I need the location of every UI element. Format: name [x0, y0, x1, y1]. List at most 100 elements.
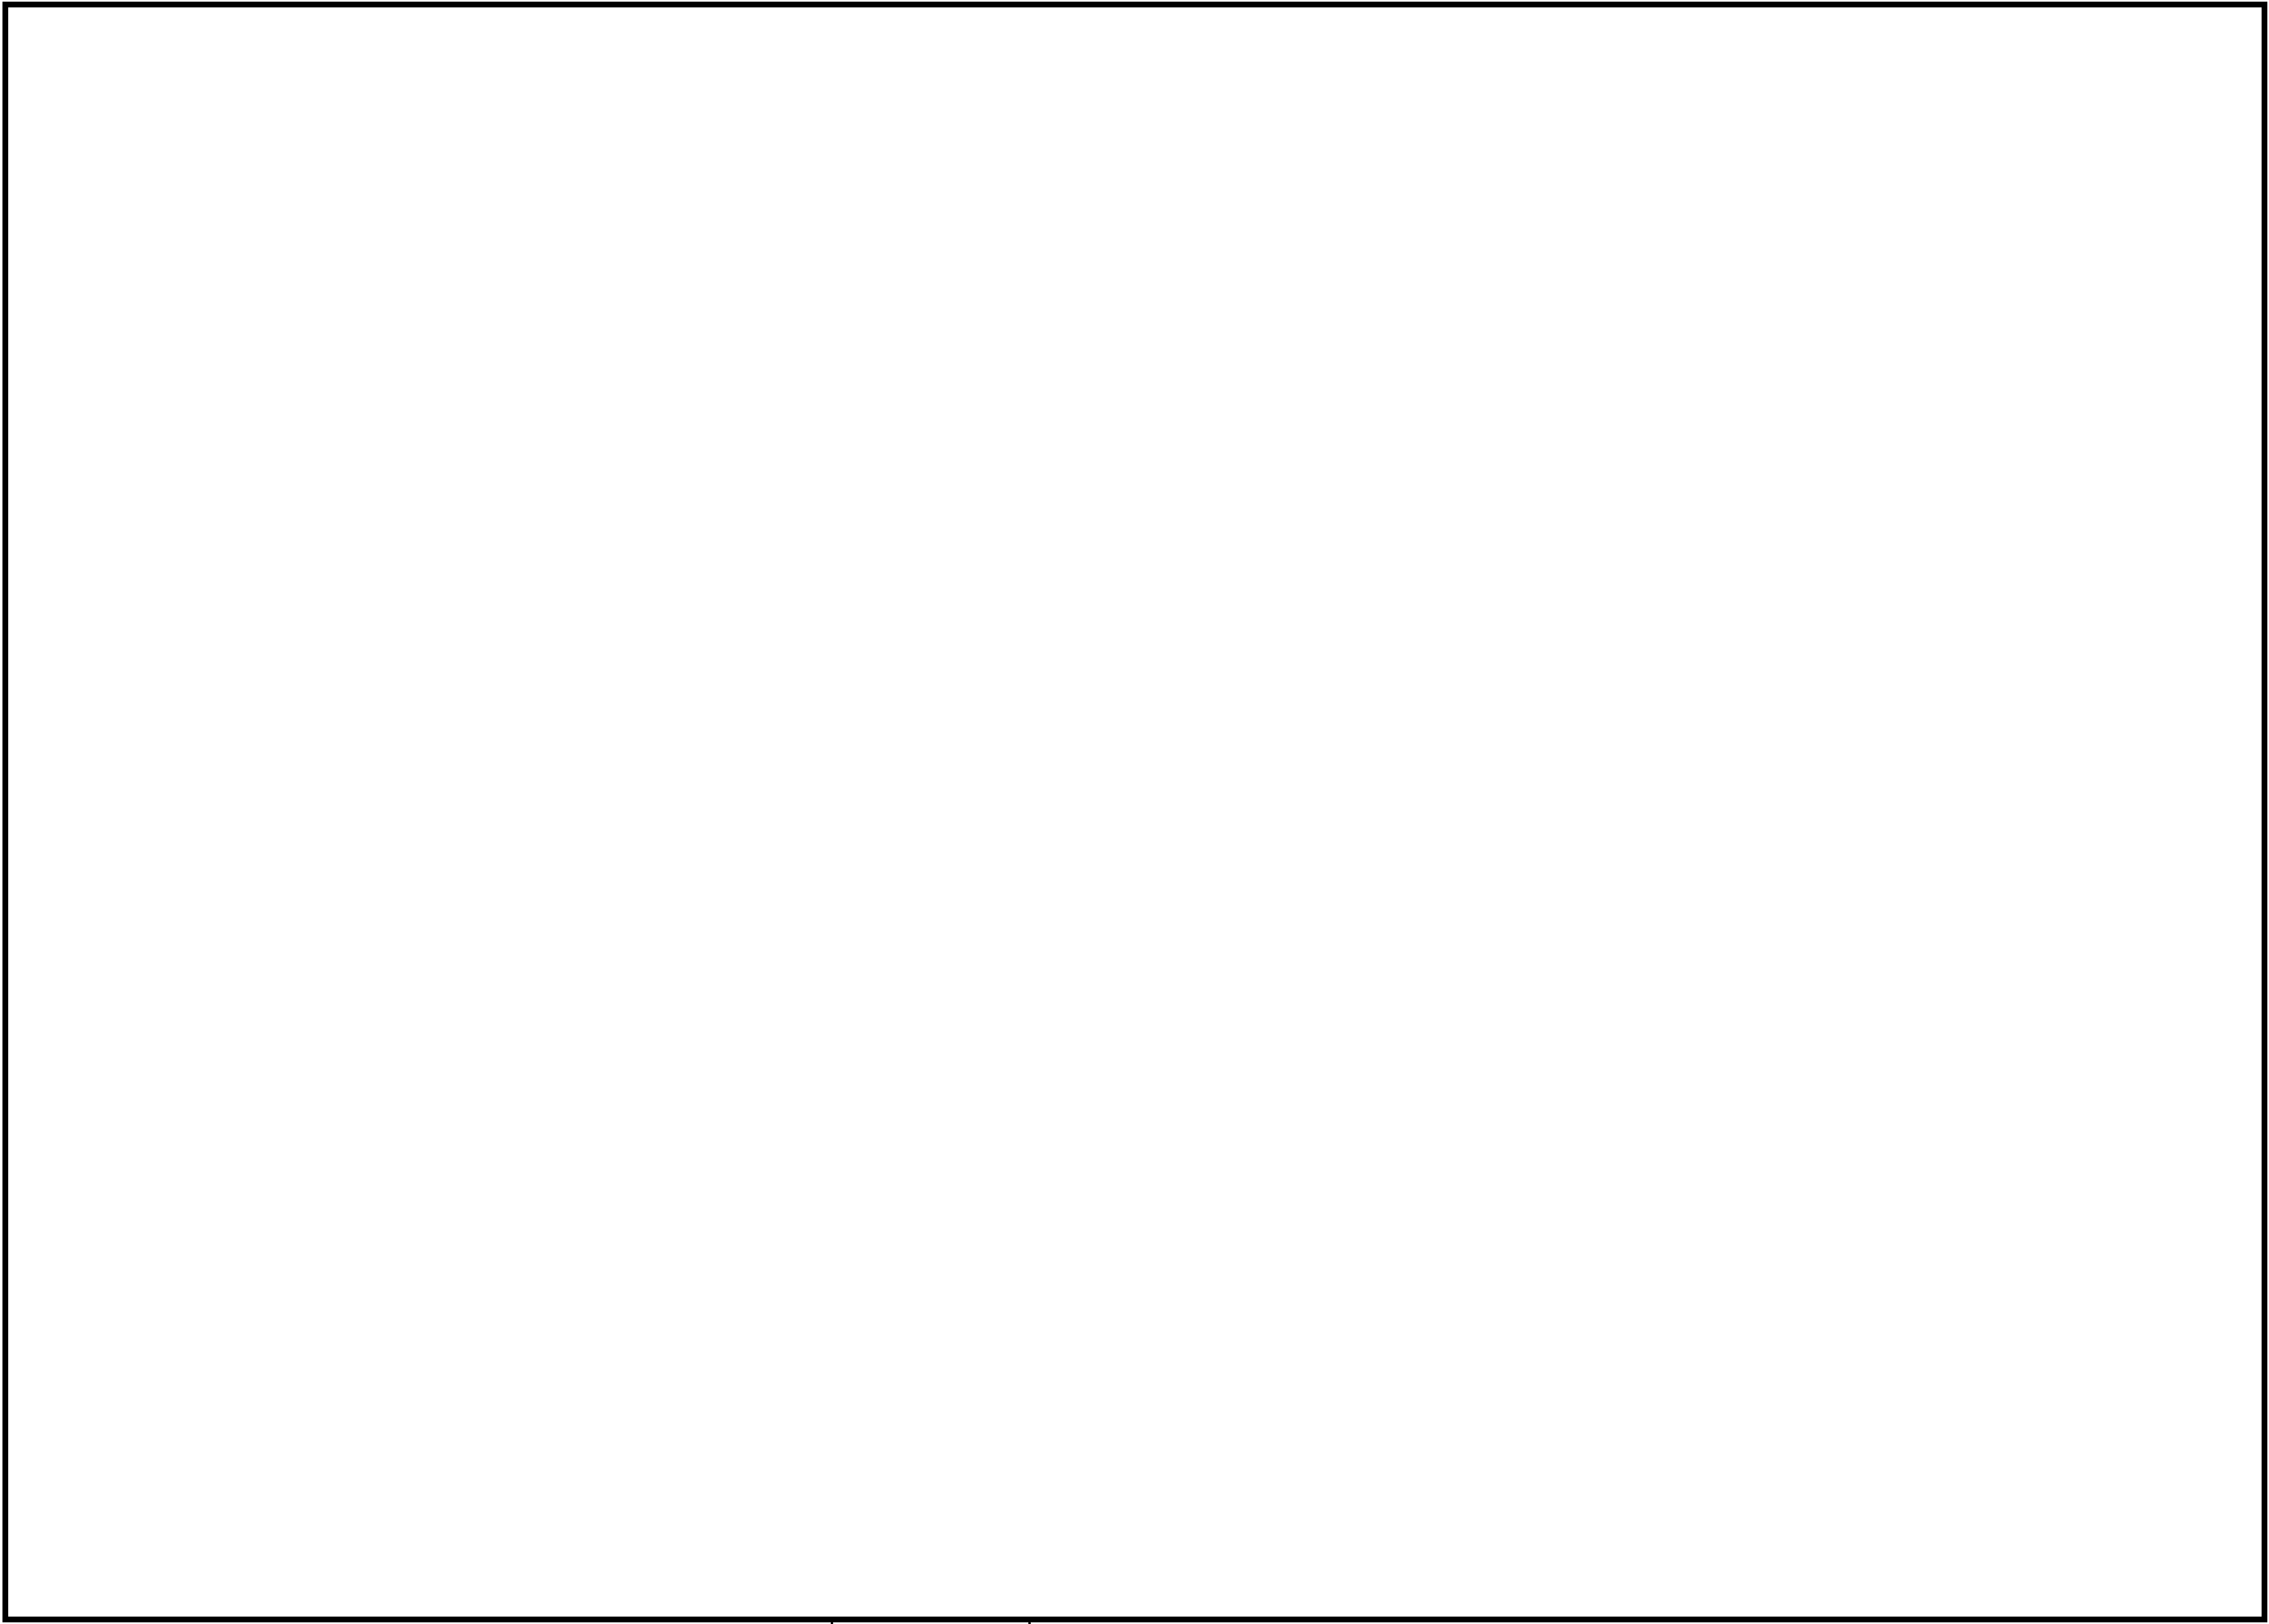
Bar — [66, 531, 388, 554]
Polygon shape — [511, 848, 808, 1350]
Ellipse shape — [792, 724, 830, 741]
Polygon shape — [531, 1078, 610, 1250]
Ellipse shape — [672, 739, 719, 758]
Bar — [386, 266, 413, 274]
Wedge shape — [52, 169, 399, 299]
Bar — [535, 531, 858, 554]
Text: 5: 5 — [923, 1518, 937, 1541]
Ellipse shape — [570, 724, 608, 741]
Polygon shape — [844, 242, 867, 260]
Polygon shape — [840, 237, 1026, 357]
Bar — [683, 534, 688, 551]
Ellipse shape — [34, 177, 420, 531]
Bar — [1994, 507, 2024, 632]
Ellipse shape — [672, 822, 719, 840]
Text: 3: 3 — [923, 918, 937, 942]
Polygon shape — [844, 239, 1023, 356]
Ellipse shape — [202, 658, 250, 676]
Ellipse shape — [556, 226, 835, 481]
Ellipse shape — [202, 739, 250, 758]
Polygon shape — [2010, 1140, 2199, 1229]
Bar — [570, 732, 608, 823]
Polygon shape — [790, 242, 876, 268]
Text: 2: 2 — [923, 622, 937, 645]
Bar — [1318, 1108, 1350, 1233]
Polygon shape — [383, 257, 570, 377]
Polygon shape — [928, 205, 1346, 372]
Text: B: B — [1572, 57, 1606, 99]
Polygon shape — [1334, 539, 1522, 628]
Polygon shape — [939, 1406, 1334, 1554]
Text: Systole: Systole — [597, 29, 796, 76]
Bar — [1994, 802, 2024, 929]
Bar — [1318, 507, 1350, 632]
Polygon shape — [567, 979, 765, 1317]
Bar — [794, 732, 828, 823]
Polygon shape — [1602, 500, 2022, 667]
Text: Systole: Systole — [1836, 32, 2017, 75]
Bar — [558, 534, 563, 551]
Bar — [88, 534, 93, 551]
Text: Episcleral
Vein: Episcleral Vein — [844, 76, 951, 185]
Ellipse shape — [672, 658, 719, 676]
Polygon shape — [1334, 237, 1522, 339]
Text: EVP: EVP — [1346, 143, 1420, 177]
Bar — [213, 534, 218, 551]
Polygon shape — [383, 257, 570, 377]
Polygon shape — [2010, 533, 2199, 635]
Text: A: A — [465, 57, 499, 99]
FancyBboxPatch shape — [1563, 52, 1616, 104]
Bar — [1318, 802, 1350, 929]
Ellipse shape — [322, 815, 361, 830]
Polygon shape — [379, 255, 574, 378]
Bar — [152, 534, 157, 551]
Text: Aqueous
Vein: Aqueous Vein — [388, 349, 508, 464]
Bar — [572, 732, 606, 823]
Text: AVP: AVP — [1790, 143, 1865, 177]
Bar — [322, 732, 361, 823]
Polygon shape — [383, 260, 406, 278]
Ellipse shape — [100, 815, 138, 830]
Bar — [100, 732, 138, 823]
Polygon shape — [1334, 1134, 1522, 1236]
Ellipse shape — [202, 822, 250, 840]
Polygon shape — [1334, 830, 1522, 931]
Polygon shape — [1613, 214, 2008, 362]
Bar — [211, 554, 241, 682]
Polygon shape — [1613, 806, 2008, 955]
Polygon shape — [1334, 533, 1522, 635]
Polygon shape — [1602, 1397, 2022, 1566]
Polygon shape — [2010, 836, 2199, 924]
Polygon shape — [542, 1317, 633, 1415]
Polygon shape — [1613, 1111, 2008, 1259]
Polygon shape — [61, 1078, 141, 1250]
Ellipse shape — [570, 815, 608, 830]
Bar — [182, 534, 188, 551]
Polygon shape — [1334, 1429, 1522, 1531]
Text: Schlemm's
Canal: Schlemm's Canal — [154, 127, 368, 268]
Bar — [324, 732, 359, 823]
Bar — [120, 534, 125, 551]
Text: Diastole: Diastole — [127, 29, 349, 76]
Polygon shape — [2010, 244, 2199, 333]
Bar — [1318, 1403, 1350, 1528]
Bar — [681, 554, 710, 682]
Polygon shape — [939, 510, 1334, 658]
Polygon shape — [2010, 1429, 2199, 1531]
Polygon shape — [1334, 1436, 1522, 1525]
Polygon shape — [1334, 1140, 1522, 1229]
Polygon shape — [844, 239, 1023, 356]
Ellipse shape — [86, 226, 368, 481]
Bar — [715, 534, 719, 551]
Bar — [619, 534, 626, 551]
Ellipse shape — [501, 177, 889, 531]
Polygon shape — [928, 1397, 1346, 1566]
Polygon shape — [100, 979, 297, 1317]
Bar — [792, 732, 830, 823]
Bar — [390, 185, 408, 271]
Ellipse shape — [792, 815, 830, 830]
Polygon shape — [939, 1111, 1334, 1259]
Polygon shape — [75, 1317, 166, 1415]
Bar — [216, 554, 238, 682]
Bar — [851, 172, 869, 252]
